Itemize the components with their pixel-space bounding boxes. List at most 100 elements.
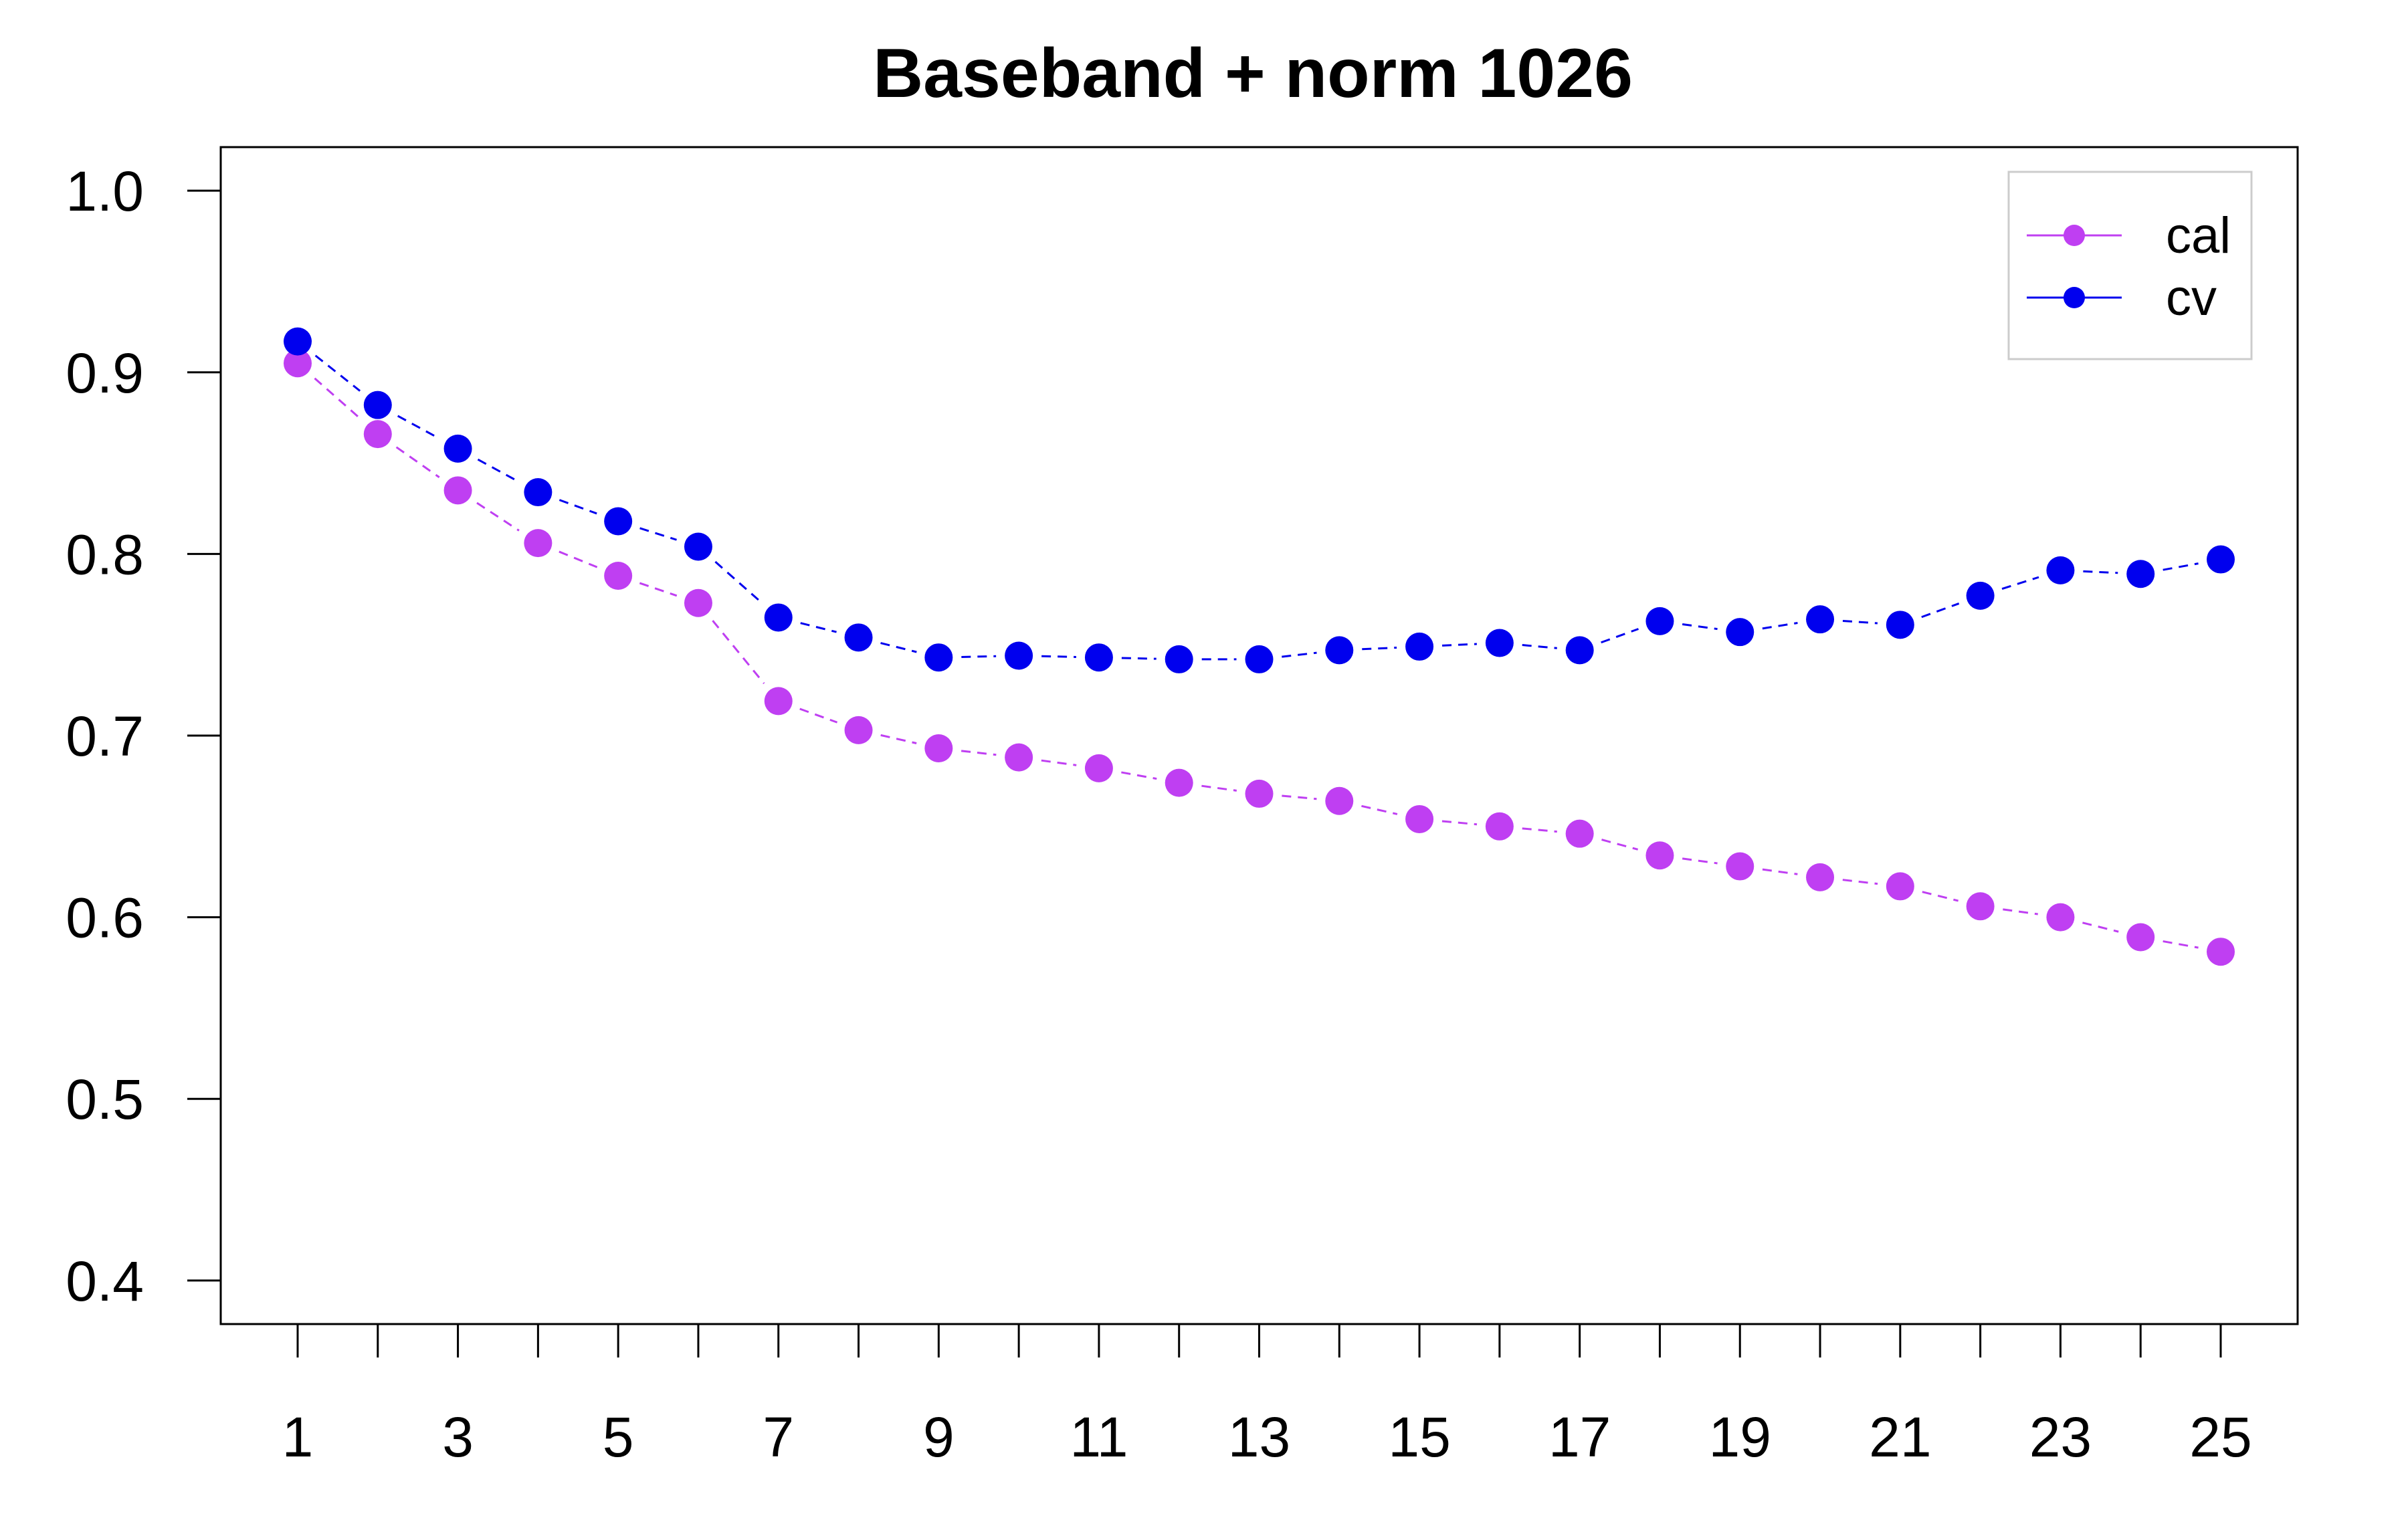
legend-marker bbox=[2064, 225, 2085, 246]
data-point bbox=[1966, 581, 1995, 610]
data-point bbox=[1886, 611, 1914, 639]
data-point bbox=[1966, 892, 1995, 921]
x-tick-label: 7 bbox=[763, 1406, 794, 1469]
series-line-segment bbox=[880, 642, 917, 653]
series-line-segment bbox=[397, 415, 439, 439]
series-line-segment bbox=[800, 622, 837, 633]
x-tick-label: 17 bbox=[1548, 1406, 1611, 1469]
series-line-segment bbox=[1121, 657, 1157, 660]
series-line-segment bbox=[2001, 576, 2039, 590]
data-point bbox=[1726, 618, 1754, 647]
series-line-segment bbox=[1522, 644, 1557, 649]
y-tick-label: 0.8 bbox=[66, 523, 144, 586]
series-line-segment bbox=[1842, 619, 1878, 625]
y-tick-label: 0.7 bbox=[66, 705, 144, 768]
data-point bbox=[764, 687, 793, 716]
y-tick-label: 0.4 bbox=[66, 1250, 144, 1313]
data-point bbox=[1565, 819, 1594, 848]
series-line-segment bbox=[1922, 891, 1959, 902]
data-point bbox=[1405, 804, 1434, 833]
x-tick-label: 11 bbox=[1070, 1406, 1128, 1469]
data-point bbox=[2126, 560, 2155, 588]
legend-label: cal bbox=[2166, 207, 2231, 264]
series-line-segment bbox=[476, 502, 520, 532]
x-tick-label: 15 bbox=[1388, 1406, 1450, 1469]
data-point bbox=[604, 561, 633, 590]
x-tick-label: 23 bbox=[2029, 1406, 2092, 1469]
y-tick-label: 0.5 bbox=[66, 1068, 144, 1131]
series-cal bbox=[284, 349, 2235, 966]
data-point bbox=[1806, 863, 1835, 891]
series-line-segment bbox=[639, 582, 678, 597]
series-line-segment bbox=[1282, 651, 1317, 658]
y-tick-label: 1.0 bbox=[66, 160, 144, 223]
data-point bbox=[363, 391, 392, 419]
series-line-segment bbox=[639, 527, 678, 541]
x-axis: 1 3 5 7 9 11 13 15 17 19 21 23 25 bbox=[282, 1324, 2252, 1469]
data-point bbox=[2046, 556, 2075, 584]
data-point bbox=[1084, 754, 1113, 782]
data-point bbox=[684, 532, 712, 561]
data-point bbox=[924, 643, 953, 672]
data-point bbox=[1485, 629, 1514, 657]
y-axis: 0.4 0.5 0.6 0.7 0.8 0.9 1.0 bbox=[66, 160, 221, 1313]
data-point bbox=[524, 478, 553, 507]
data-point bbox=[1485, 812, 1514, 841]
legend-label: cv bbox=[2166, 269, 2217, 326]
data-point bbox=[1565, 636, 1594, 665]
series-line-segment bbox=[799, 708, 838, 724]
series-line-segment bbox=[880, 734, 917, 744]
data-point bbox=[844, 623, 873, 652]
data-point bbox=[2207, 938, 2235, 966]
plot-frame bbox=[219, 146, 2299, 1325]
data-point bbox=[284, 349, 312, 378]
series-line-segment bbox=[1362, 646, 1397, 651]
series-line-segment bbox=[1441, 820, 1478, 826]
data-point bbox=[844, 716, 873, 744]
data-point bbox=[1645, 607, 1674, 635]
data-point bbox=[1325, 786, 1354, 815]
data-point bbox=[284, 327, 312, 356]
series-line-segment bbox=[2003, 908, 2038, 915]
legend-item-cv: cv bbox=[2027, 269, 2217, 326]
series-line-segment bbox=[1282, 794, 1317, 800]
series-line-segment bbox=[1601, 839, 1639, 851]
series-line-segment bbox=[1201, 784, 1237, 792]
series-line-segment bbox=[1762, 622, 1798, 630]
data-point bbox=[1245, 779, 1274, 808]
series-line-segment bbox=[2083, 570, 2118, 574]
series-line-segment bbox=[1601, 628, 1639, 644]
series-layer bbox=[284, 327, 2235, 966]
series-line-segment bbox=[1682, 623, 1718, 631]
series-line-segment bbox=[1762, 868, 1798, 875]
data-point bbox=[1886, 872, 1914, 901]
series-line-segment bbox=[1041, 655, 1076, 658]
data-point bbox=[2126, 923, 2155, 952]
x-tick-label: 19 bbox=[1709, 1406, 1771, 1469]
data-point bbox=[604, 507, 633, 536]
data-point bbox=[1325, 636, 1354, 665]
series-line-segment bbox=[314, 377, 362, 420]
series-line-segment bbox=[559, 499, 597, 515]
series-line-segment bbox=[2163, 562, 2199, 571]
data-point bbox=[443, 434, 472, 463]
x-tick-label: 3 bbox=[442, 1406, 474, 1469]
x-tick-label: 9 bbox=[923, 1406, 955, 1469]
data-point bbox=[2207, 545, 2235, 574]
x-tick-label: 13 bbox=[1228, 1406, 1290, 1469]
data-point bbox=[684, 588, 712, 617]
series-line-segment bbox=[395, 446, 440, 479]
data-point bbox=[764, 603, 793, 632]
series-line-segment bbox=[1842, 879, 1878, 885]
data-point bbox=[1005, 743, 1033, 772]
x-tick-label: 1 bbox=[282, 1406, 314, 1469]
data-point bbox=[1726, 852, 1754, 881]
data-point bbox=[443, 476, 472, 505]
legend-marker bbox=[2064, 287, 2085, 308]
series-line-segment bbox=[1041, 759, 1077, 766]
y-tick-label: 0.6 bbox=[66, 887, 144, 950]
series-line-segment bbox=[712, 620, 765, 685]
series-line-segment bbox=[1121, 771, 1157, 780]
